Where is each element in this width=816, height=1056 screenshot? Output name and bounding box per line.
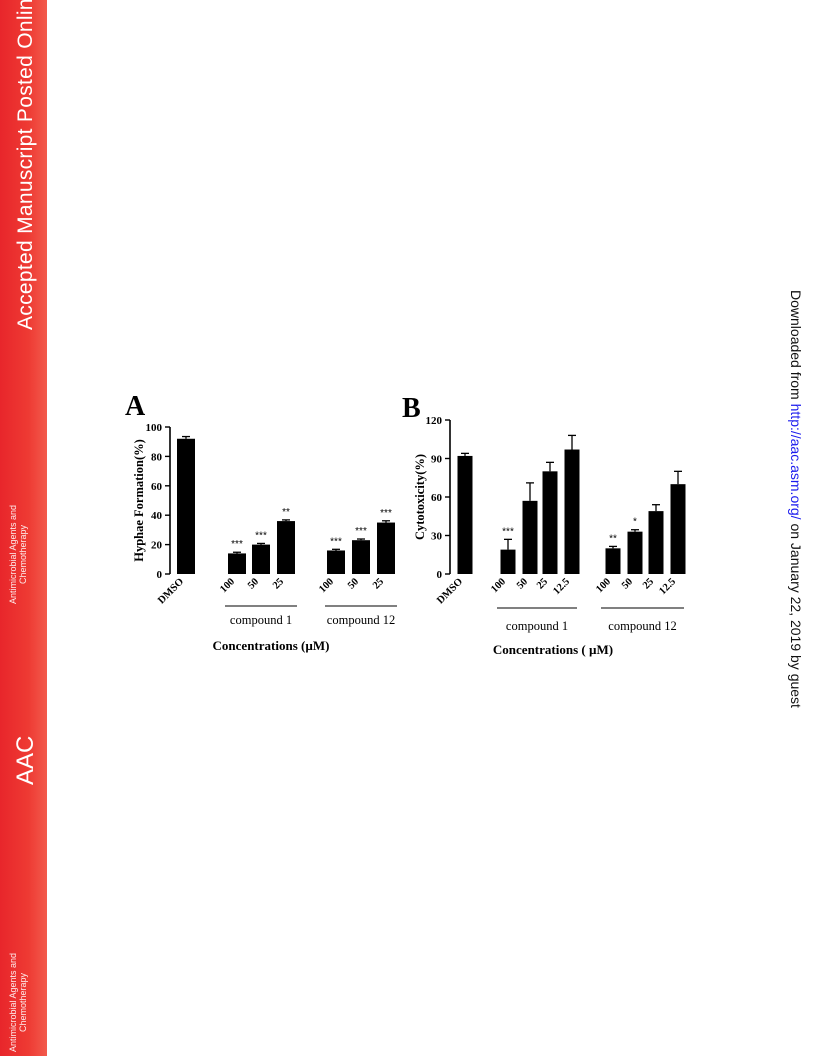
panel-a-x-axis-label: Concentrations (µM) — [213, 638, 330, 653]
panel-a-significance-label: *** — [330, 536, 342, 547]
panel-b-bar — [627, 531, 643, 574]
panel-a-y-tick-label: 80 — [151, 451, 163, 463]
panel-b-group-label: compound 1 — [506, 619, 568, 633]
panel-b-y-axis-label: Cytotoxicity(%) — [413, 454, 427, 540]
panel-b-bar — [457, 455, 473, 574]
panel-b-significance-label: *** — [502, 526, 514, 537]
panel-a-y-tick-label: 40 — [151, 510, 163, 522]
panel-a-bar — [352, 540, 370, 574]
panel-b-y-tick-label: 60 — [431, 492, 443, 504]
panel-a-x-tick-label: 100 — [317, 576, 336, 595]
panel-a-bar — [177, 438, 195, 574]
panel-b-x-tick-label: 12.5 — [551, 576, 572, 597]
panel-b-x-axis-label: Concentrations ( µM) — [493, 642, 613, 657]
panel-a-x-tick-label: 50 — [246, 576, 261, 591]
panel-b-y-tick-label: 90 — [431, 454, 443, 466]
panel-a-bar — [252, 544, 270, 574]
panel-a-significance-label: ** — [282, 507, 290, 518]
panel-b-y-tick-label: 30 — [431, 531, 443, 543]
panel-a-y-tick-label: 60 — [151, 481, 163, 493]
panel-a-bar — [327, 550, 345, 574]
panel-b-x-tick-label: 100 — [489, 576, 508, 595]
panel-b-y-tick-label: 0 — [437, 569, 443, 581]
panel-a-x-tick-label: 50 — [346, 576, 361, 591]
panel-a-bar — [277, 521, 295, 574]
panel-a-group-label: compound 1 — [230, 613, 292, 627]
panel-b-bar — [605, 548, 621, 574]
panel-b-bar — [648, 511, 664, 574]
panel-a-letter: A — [125, 391, 146, 422]
panel-a-bar — [377, 522, 395, 574]
panel-b-x-tick-label: 25 — [641, 576, 656, 591]
panel-a-x-tick-label: 100 — [218, 576, 237, 595]
panel-a-y-tick-label: 0 — [157, 569, 163, 581]
panel-b-bar — [500, 549, 516, 574]
panel-b-bar — [542, 471, 558, 574]
panel-b-letter: B — [402, 393, 421, 424]
panel-a-bar — [228, 553, 246, 574]
journal-sidebar: Accepted Manuscript Posted Online Antimi… — [0, 0, 47, 1056]
panel-b-x-tick-label: 25 — [535, 576, 550, 591]
panel-a-y-axis-label: Hyphae Formation(%) — [132, 439, 146, 562]
panel-b-x-tick-label: 100 — [594, 576, 613, 595]
panel-b-y-tick-label: 120 — [426, 415, 443, 427]
panel-a-group-label: compound 12 — [327, 613, 395, 627]
panel-b-x-tick-label: 50 — [620, 576, 635, 591]
panel-b-bar — [670, 484, 686, 574]
panel-b-significance-label: ** — [609, 533, 617, 544]
panel-a-y-tick-label: 100 — [146, 422, 163, 434]
panel-b-significance-label: * — [633, 517, 637, 528]
panel-a-x-tick-label: 25 — [371, 576, 386, 591]
panel-a-significance-label: *** — [255, 530, 267, 541]
panel-a-significance-label: *** — [355, 526, 367, 537]
panel-a-significance-label: *** — [380, 508, 392, 519]
panel-b-bar — [564, 449, 580, 574]
panel-b-x-tick-label: 12.5 — [657, 576, 678, 597]
panel-a-y-tick-label: 20 — [151, 540, 163, 552]
panel-b-x-tick-label: 50 — [515, 576, 530, 591]
panel-b-group-label: compound 12 — [608, 619, 676, 633]
panel-a-significance-label: *** — [231, 539, 243, 550]
panel-b-bar — [522, 500, 538, 574]
panel-a-x-tick-label: 25 — [271, 576, 286, 591]
